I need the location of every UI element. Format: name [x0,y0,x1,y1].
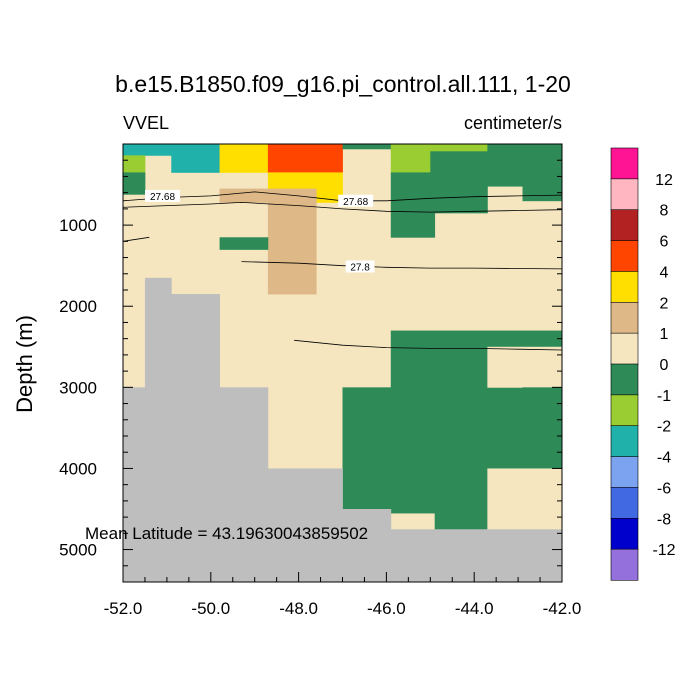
section-cell [267,144,317,173]
section-cell [522,387,563,469]
section-cell [487,144,563,173]
section-cell [390,172,436,238]
density-contour-line [241,261,563,270]
x-tick-label: -50.0 [191,599,230,618]
colorbar-swatch [610,178,639,211]
colorbar-swatch [610,548,639,581]
section-cell [219,237,269,250]
section-cell [219,144,269,173]
axes: -52.0 -50.0 -48.0 -46.0 -44.0 -42.0 1000 2000 30… [59,143,582,618]
density-contour-line [122,201,563,213]
section-cell [390,529,436,583]
colorbar-label: -6 [657,480,671,497]
contour-label-box [338,194,374,207]
y-tick-label: 5000 [59,541,97,560]
density-contour-line [122,236,150,242]
colorbar-swatch [610,456,639,489]
section-cells [123,144,563,583]
section-cell [267,172,317,190]
x-tick-label: -52.0 [104,599,143,618]
colorbar-swatch [610,209,639,242]
x-tick-label: -44.0 [455,599,494,618]
colorbar-label: -1 [657,388,671,405]
section-cell [316,144,343,156]
section-cell [487,468,563,530]
variable-label: VVEL [123,113,169,133]
colorbar-swatch [610,394,639,427]
contour-label-box [145,189,181,202]
x-tick-label: -42.0 [543,599,582,618]
section-cell [123,144,172,156]
section-cell [390,151,431,173]
colorbar-label: 8 [660,203,669,220]
contour-label: 27.68 [343,197,368,208]
x-tick-label: -46.0 [367,599,406,618]
colorbar-swatch [610,517,639,550]
units-label: centimeter/s [464,113,562,133]
section-cell [267,468,317,583]
section-cell [522,346,563,388]
colorbar-label: 6 [660,234,669,251]
y-tick-label: 1000 [59,216,97,235]
section-cell [171,144,220,173]
y-tick-label: 3000 [59,378,97,397]
colorbar-label: 0 [660,357,669,374]
colorbar-swatch [610,301,639,334]
section-cell [430,151,488,173]
section-cell [342,144,392,150]
section-cell [316,155,343,173]
contour-label: 27.68 [150,192,175,203]
colorbar: 12 8 6 4 2 1 0 -1 -2 -4 -6 -8 -12 [610,147,676,581]
section-cell [171,294,220,583]
section-cell [434,172,488,214]
colorbar-swatch [610,271,639,303]
chart-title: b.e15.B1850.f09_g16.pi_control.all.111, … [115,71,571,97]
section-cell [434,513,488,530]
x-tick-label: -48.0 [279,599,318,618]
section-cell [123,172,146,195]
section-cell [316,468,343,583]
colorbar-label: 1 [660,326,669,343]
colorbar-swatch [610,363,639,396]
y-axis-label: Depth (m) [12,315,37,413]
colorbar-swatch [610,332,639,365]
colorbar-label: -8 [657,511,671,528]
contour-label-box [345,260,375,273]
colorbar-label: 12 [655,172,673,189]
section-cell [219,387,269,583]
colorbar-label: -2 [657,419,671,436]
density-contours: 27.68 27.68 27.8 [122,189,563,351]
colorbar-label: -4 [657,450,671,467]
section-cell [434,529,563,583]
colorbar-swatch [610,425,639,458]
section-cell [487,346,523,388]
section-cell [342,468,392,510]
section-cell [487,172,523,187]
colorbar-swatch [610,147,639,180]
section-cell [123,155,146,173]
contour-label: 27.8 [350,262,370,273]
colorbar-swatch [610,487,639,519]
colorbar-label: 2 [660,295,669,312]
section-cell [390,468,488,514]
colorbar-swatch [610,240,639,273]
section-cell [522,172,563,202]
y-tick-label: 4000 [59,459,97,478]
section-cell [144,277,172,388]
colorbar-label: 4 [660,264,669,281]
section-cell [342,387,392,469]
section-cell [342,509,392,583]
section-cell [390,144,488,152]
section-cell [123,387,172,583]
density-contour-line [294,339,563,351]
section-cell [219,188,269,203]
y-tick-label: 2000 [59,297,97,316]
mean-latitude-annotation: Mean Latitude = 43.19630043859502 [85,524,368,543]
colorbar-label: -12 [652,542,675,559]
